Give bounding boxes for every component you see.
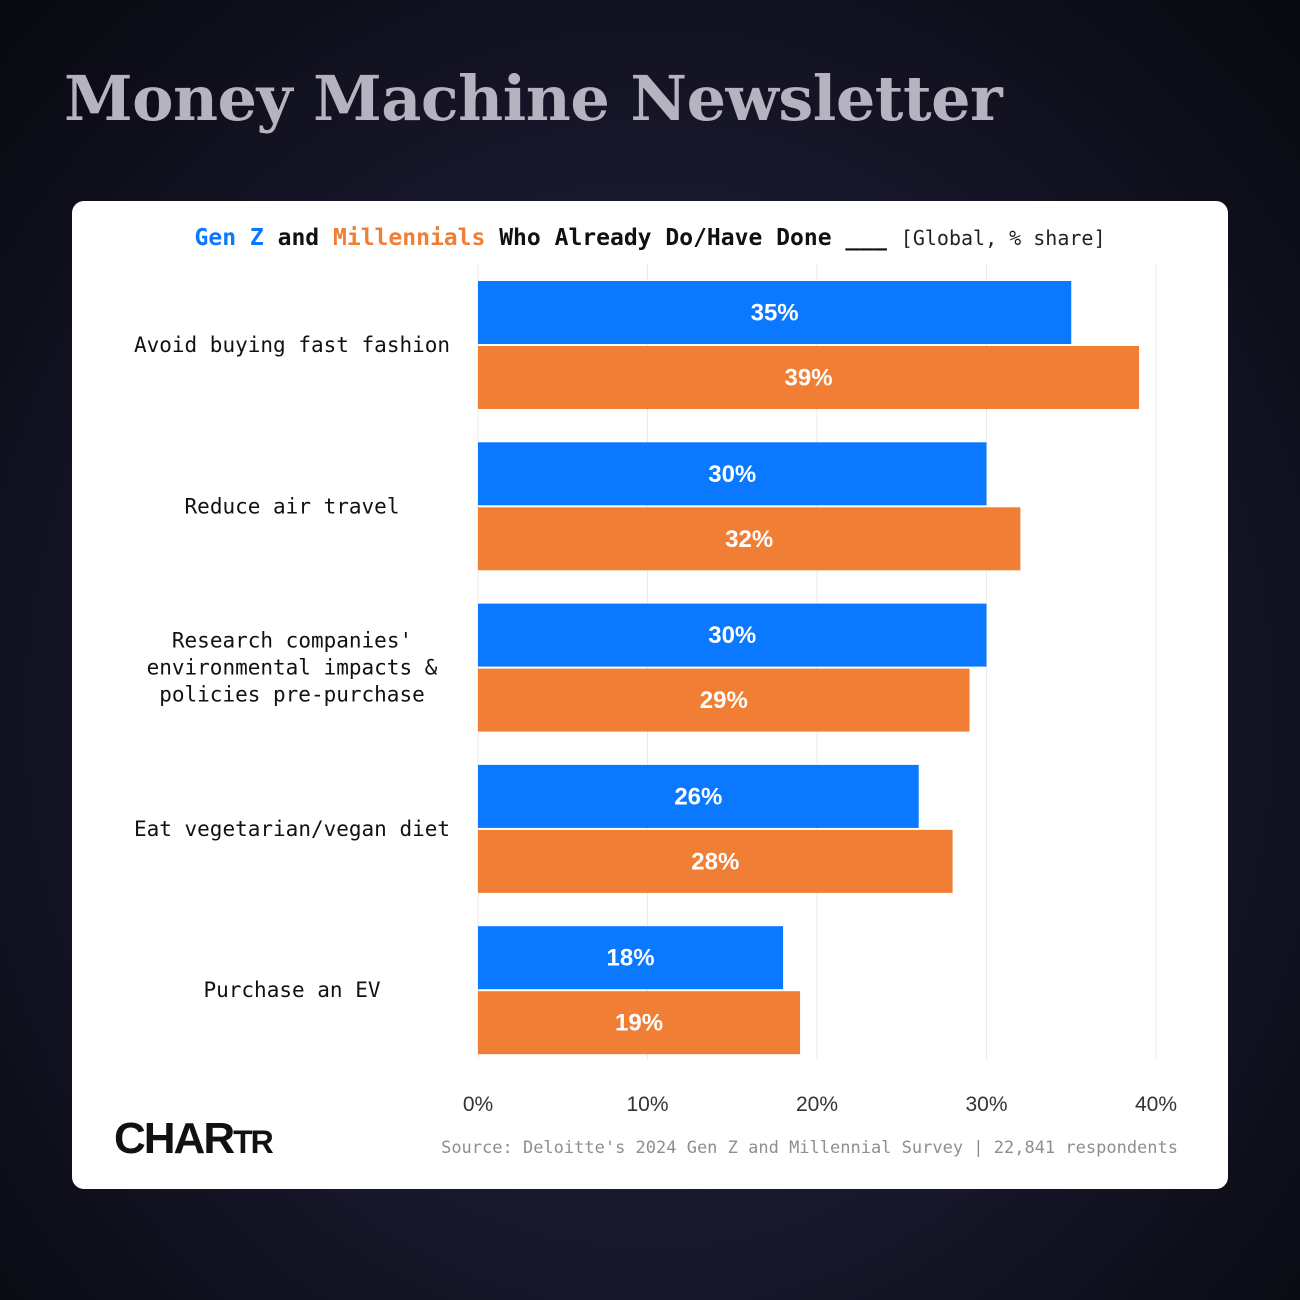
- source-note: Source: Deloitte's 2024 Gen Z and Millen…: [441, 1138, 1178, 1158]
- bar-value-label: 30%: [708, 461, 756, 488]
- category-label: Avoid buying fast fashion: [134, 333, 450, 357]
- bar-millennials: [478, 829, 953, 893]
- x-tick-label: 20%: [796, 1093, 838, 1116]
- bar-millennials: [478, 991, 801, 1055]
- chart-title-gen-z: Gen Z: [194, 225, 264, 251]
- bar-gen-z: [478, 764, 919, 828]
- category-label: Research companies' environmental impacts…: [147, 629, 438, 707]
- x-tick-label: 10%: [626, 1093, 668, 1116]
- bar-value-label: 32%: [725, 526, 773, 553]
- bar-chart: 35% 39% 30% 32% 30% 29% 26% 28% 18% 19% Avoid buy…: [134, 263, 1177, 1116]
- bars: 35% 39% 30% 32% 30% 29% 26% 28% 18% 19%: [478, 281, 1140, 1055]
- bar-value-label: 39%: [785, 365, 833, 392]
- logo-letter-c: C: [114, 1114, 146, 1163]
- category-labels: Avoid buying fast fashion Reduce air trav…: [134, 333, 450, 1002]
- bar-millennials: [478, 507, 1021, 571]
- category-label-line: Purchase an EV: [203, 978, 380, 1002]
- category-label: Purchase an EV: [203, 978, 380, 1002]
- newsletter-title: Money Machine Newsletter: [64, 62, 1003, 135]
- category-label-line: policies pre-purchase: [159, 683, 425, 707]
- category-label: Reduce air travel: [185, 494, 400, 518]
- bar-value-label: 35%: [751, 300, 799, 327]
- bar-value-label: 18%: [607, 945, 655, 972]
- x-tick-label: 30%: [965, 1093, 1007, 1116]
- category-label: Eat vegetarian/vegan diet: [134, 817, 450, 841]
- bar-gen-z: [478, 603, 987, 667]
- bar-value-label: 29%: [700, 687, 748, 714]
- category-label-line: Avoid buying fast fashion: [134, 333, 450, 357]
- category-label-line: environmental impacts &: [147, 656, 438, 680]
- chartr-logo: CHARTR: [114, 1114, 274, 1163]
- bar-gen-z: [478, 281, 1072, 344]
- category-label-line: Research companies': [172, 629, 412, 653]
- x-axis-ticks: 0% 10% 20% 30% 40%: [463, 1093, 1177, 1116]
- logo-letters-har: HAR: [143, 1114, 235, 1163]
- chart-title: Gen Z and Millennials Who Already Do/Hav…: [72, 225, 1228, 251]
- bar-gen-z: [478, 442, 987, 506]
- bar-value-label: 28%: [691, 848, 739, 875]
- bar-value-label: 30%: [708, 622, 756, 649]
- chart-title-unit: [Global, % share]: [900, 226, 1106, 250]
- chart-title-conjunction: and: [277, 225, 320, 251]
- chart-card: Gen Z and Millennials Who Already Do/Hav…: [72, 201, 1228, 1189]
- bar-value-label: 26%: [674, 783, 722, 810]
- bar-millennials: [478, 668, 970, 732]
- category-label-line: Eat vegetarian/vegan diet: [134, 817, 450, 841]
- category-label-line: Reduce air travel: [185, 494, 400, 518]
- bar-value-label: 19%: [615, 1010, 663, 1037]
- chart-title-rest: Who Already Do/Have Done ___: [499, 225, 887, 251]
- chart-title-millennials: Millennials: [333, 225, 486, 251]
- bar-gen-z: [478, 926, 784, 990]
- logo-letters-tr: TR: [233, 1124, 274, 1160]
- x-tick-label: 40%: [1135, 1093, 1177, 1116]
- x-tick-label: 0%: [463, 1093, 493, 1116]
- bar-millennials: [478, 346, 1140, 409]
